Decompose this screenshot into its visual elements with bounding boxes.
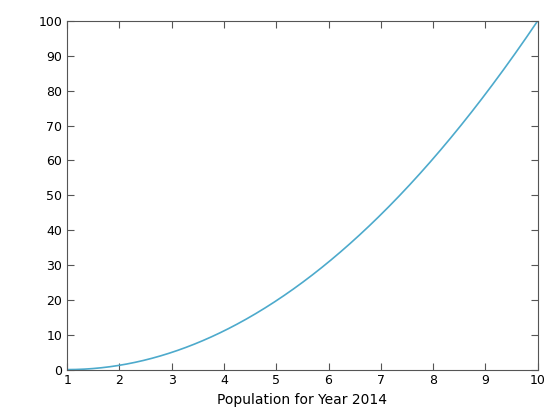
X-axis label: Population for Year 2014: Population for Year 2014: [217, 393, 388, 407]
